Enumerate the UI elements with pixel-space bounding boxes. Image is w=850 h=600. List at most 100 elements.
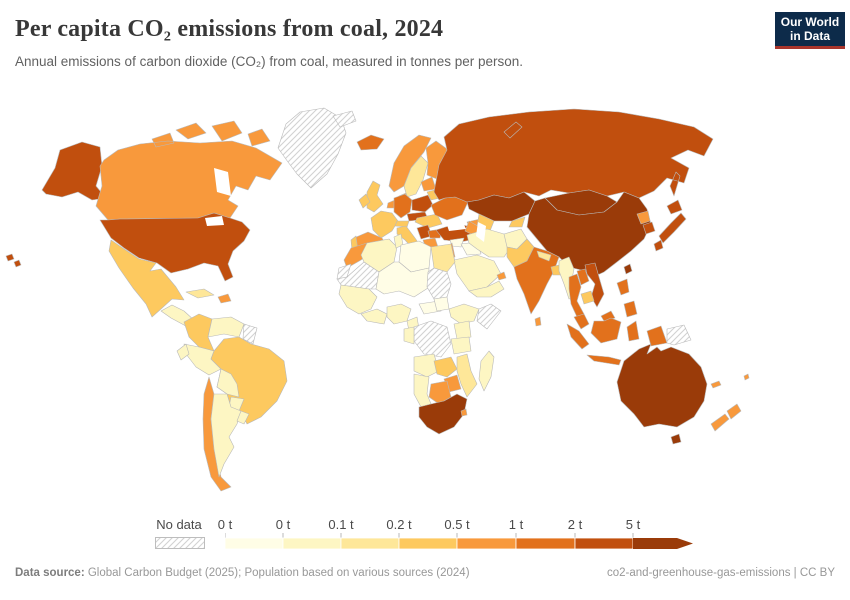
country-zambia[interactable] [433,356,458,378]
country-ireland[interactable] [358,193,371,209]
legend-bin-4[interactable] [456,537,517,549]
country-uae[interactable] [496,271,507,281]
great-lakes-water [205,216,224,226]
country-south-sudan[interactable] [433,296,450,312]
black-sea-water [446,220,466,231]
country-iceland[interactable] [356,134,385,151]
country-argentina[interactable] [210,393,242,478]
footer-slug-license[interactable]: co2-and-greenhouse-gas-emissions | CC BY [607,567,835,579]
country-sri-lanka[interactable] [534,316,542,327]
legend-tick-0: 0 t [217,517,233,532]
legend-no-data-label: No data [156,517,202,532]
owid-logo[interactable]: Our World in Data [775,12,845,49]
country-sweden[interactable] [403,155,429,198]
country-ethiopia[interactable] [448,303,480,325]
legend-tick-7: 5 t [625,517,641,532]
country-venezuela[interactable] [207,316,245,338]
country-north-korea[interactable] [636,210,651,225]
country-cuba[interactable] [185,288,215,299]
legend-tick-3: 0.2 t [386,517,412,532]
legend-bin-0[interactable] [225,537,284,549]
region-kyrgyzstan-tajikistan[interactable] [508,216,526,228]
country-colombia[interactable] [183,313,215,352]
legend-bin-3[interactable] [398,537,458,549]
legend-bin-6[interactable] [574,537,634,549]
country-papua-new-guinea[interactable] [666,324,692,346]
region-hungary-romania[interactable] [414,213,443,229]
country-germany[interactable] [393,193,413,219]
data-source-text: Global Carbon Budget (2025); Population … [84,567,470,579]
region-ghana-ivory-coast[interactable] [360,308,388,325]
country-hawaii[interactable] [5,253,22,268]
legend-ticks [225,533,634,538]
country-namibia[interactable] [413,373,432,408]
country-taiwan[interactable] [623,263,633,275]
country-france[interactable] [370,210,399,239]
country-cambodia[interactable] [580,290,595,305]
region-yemen-oman[interactable] [468,280,505,298]
legend-bin-2[interactable] [340,537,400,549]
legend-color-bar [225,533,693,549]
country-canada[interactable] [95,120,283,221]
country-eswatini[interactable] [460,408,468,417]
country-malaysia[interactable] [573,310,616,330]
country-fiji[interactable] [743,373,750,381]
chart-subtitle: Annual emissions of carbon dioxide (CO₂)… [15,54,523,69]
country-mozambique[interactable] [456,353,478,398]
country-philippines[interactable] [616,278,638,318]
map-legend: No data 0 t 0 t 0.1 t 0.2 t 0.5 t 1 t 2 … [0,510,850,555]
country-australia[interactable] [616,343,708,445]
country-madagascar[interactable] [478,350,495,392]
country-russia[interactable] [433,108,714,203]
country-laos[interactable] [576,268,590,286]
country-indonesia[interactable] [566,317,668,366]
country-south-korea[interactable] [642,221,656,235]
country-uruguay[interactable] [236,410,250,425]
page-title: Per capita CO₂ emissions from coal, 2024 [15,16,444,42]
country-drc[interactable] [413,320,452,358]
country-dominican-republic[interactable] [217,293,232,304]
country-poland[interactable] [411,194,434,213]
caspian-sea-water [476,222,486,242]
legend-tick-2: 0.1 t [328,517,354,532]
country-egypt[interactable] [430,243,456,273]
country-kenya[interactable] [453,320,472,340]
hudson-bay-water [214,168,231,196]
owid-logo-line2: in Data [789,29,830,43]
country-tanzania[interactable] [450,336,472,355]
legend-bin-1[interactable] [282,537,342,549]
country-mexico[interactable] [108,239,185,318]
country-ecuador[interactable] [176,343,190,361]
country-greenland[interactable] [277,107,347,189]
country-japan[interactable] [653,199,687,252]
region-guyanas[interactable] [242,323,258,345]
country-united-kingdom[interactable] [366,180,384,213]
country-nepal[interactable] [536,250,552,262]
region-svalbard[interactable] [332,110,357,128]
country-sudan[interactable] [426,267,452,300]
country-united-states[interactable] [99,212,251,282]
legend-no-data-swatch[interactable] [155,537,205,549]
country-new-zealand[interactable] [710,403,742,432]
country-alaska[interactable] [41,141,107,201]
region-alps[interactable] [394,220,410,228]
country-vietnam[interactable] [584,262,605,308]
country-angola[interactable] [413,353,440,378]
legend-tick-6: 2 t [567,517,583,532]
legend-tick-4: 0.5 t [444,517,470,532]
country-somalia[interactable] [476,303,502,330]
region-congo-gabon[interactable] [403,326,415,345]
legend-bin-5[interactable] [515,537,576,549]
country-india[interactable] [513,246,560,315]
region-west-africa[interactable] [338,284,378,315]
country-new-caledonia[interactable] [710,380,722,389]
legend-tick-1: 0 t [275,517,291,532]
country-saudi-arabia[interactable] [453,254,502,292]
country-norway[interactable] [388,134,432,193]
data-source-label: Data source: [15,567,85,579]
legend-tick-5: 1 t [508,517,524,532]
legend-bin-7-arrow[interactable] [633,538,693,549]
owid-logo-line1: Our World [780,15,840,29]
country-bolivia[interactable] [216,368,240,398]
